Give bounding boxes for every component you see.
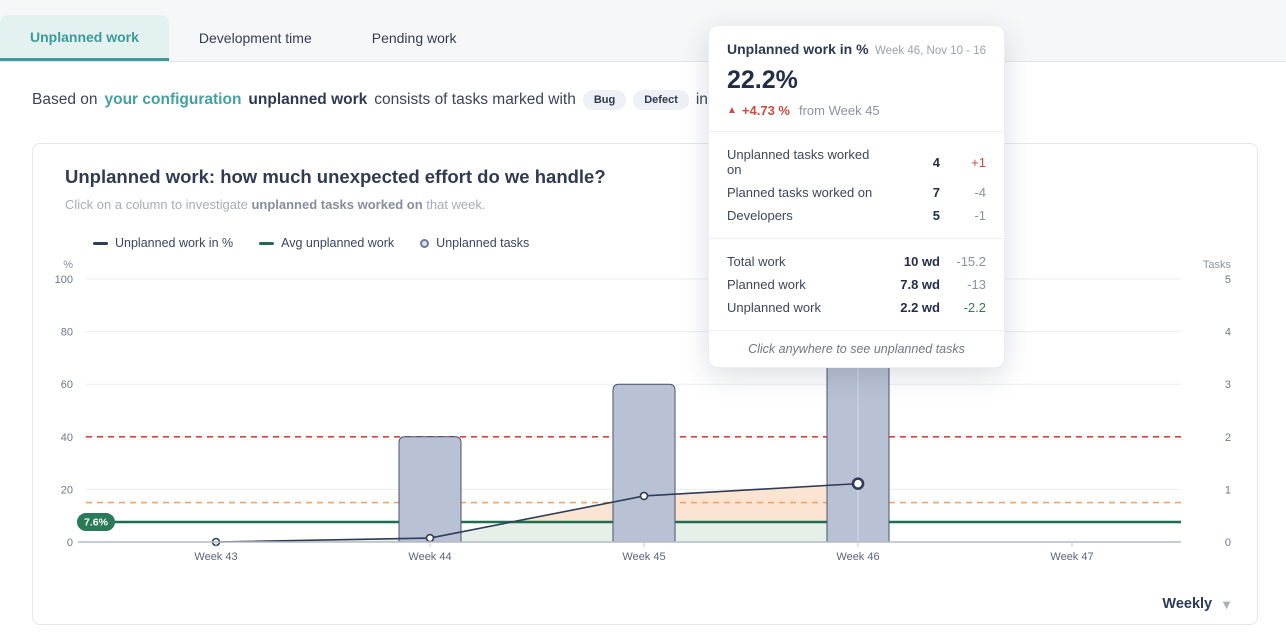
row-label: Total work	[727, 254, 786, 269]
avg-badge-label: 7.6%	[84, 517, 109, 529]
legend-unplanned-pct: Unplanned work in %	[93, 236, 233, 250]
row-diff: -4	[974, 185, 986, 200]
axis-tick-label: 80	[61, 327, 73, 339]
chart-legend: Unplanned work in % Avg unplanned work U…	[53, 236, 1237, 250]
row-value: 4	[932, 154, 940, 170]
row-diff: -15.2	[956, 254, 986, 269]
legend-label: Avg unplanned work	[281, 236, 395, 250]
tooltip-week-range: Week 46, Nov 10 - 16	[874, 45, 986, 57]
tooltip-header: Unplanned work in % Week 46, Nov 10 - 16…	[709, 26, 1004, 131]
subtitle-suffix: that week.	[422, 197, 486, 212]
row-label: Planned tasks worked on	[727, 185, 873, 200]
tab-label: Pending work	[371, 30, 457, 46]
subtitle-bold: unplanned tasks worked on	[251, 197, 423, 212]
card-subtitle: Click on a column to investigate unplann…	[53, 197, 1237, 212]
row-value: 7.8 wd	[900, 277, 940, 292]
row-label: Unplanned work	[727, 300, 821, 315]
legend-label: Unplanned tasks	[436, 236, 530, 250]
desc-prefix: Based on	[32, 91, 98, 108]
axis-tick-label: 5	[1225, 274, 1231, 286]
tab-label: Unplanned work	[30, 28, 139, 45]
tab-development-time[interactable]: Development time	[169, 15, 342, 61]
tooltip-row: Developers 5 -1	[727, 204, 986, 227]
axis-tick-label: 100	[55, 274, 73, 286]
legend-line-green-icon	[259, 241, 275, 245]
tooltip-delta: +4.73 %	[741, 103, 790, 118]
x-axis-label: Week 44	[408, 551, 451, 563]
legend-circle-icon	[420, 238, 430, 248]
chart-bar-week-45[interactable]	[612, 383, 676, 543]
legend-avg-unplanned: Avg unplanned work	[259, 236, 394, 250]
divider	[709, 131, 1004, 132]
x-axis-label: Week 43	[194, 551, 237, 563]
period-selector[interactable]: Weekly ▼	[1162, 596, 1233, 612]
line-marker-week-45[interactable]	[639, 491, 649, 501]
badge-defect: Defect	[633, 90, 689, 110]
row-value: 2.2 wd	[900, 300, 940, 315]
axis-tick-label: 60	[61, 379, 73, 391]
chart-bar-week-44[interactable]	[398, 436, 462, 543]
legend-unplanned-tasks: Unplanned tasks	[420, 236, 529, 250]
configuration-description: Based on your configuration unplanned wo…	[0, 62, 1286, 110]
tooltip-title: Unplanned work in %	[727, 41, 869, 57]
axis-tick-label: 0	[1225, 537, 1231, 549]
delta-up-icon: ▲	[727, 105, 737, 116]
tooltip-row: Unplanned work 2.2 wd -2.2	[727, 296, 986, 319]
row-diff: -13	[967, 277, 986, 292]
axis-tick-label: 2	[1225, 432, 1231, 444]
desc-conjunction: in	[695, 91, 708, 108]
unplanned-work-chart[interactable]: Week 43 Week 44 Week 45 Week 46 Week 47%0204…	[33, 256, 1259, 574]
legend-line-navy-icon	[93, 241, 108, 245]
tooltip-row: Planned work 7.8 wd -13	[727, 273, 986, 296]
tab-label: Development time	[198, 30, 312, 46]
x-axis-label: Week 46	[836, 551, 879, 563]
period-label: Weekly	[1162, 596, 1213, 612]
row-diff: -1	[974, 208, 986, 223]
tooltip-tasks-group: Unplanned tasks worked on 4 +1 Planned t…	[709, 132, 1004, 238]
row-label: Developers	[727, 208, 793, 223]
tooltip-work-group: Total work 10 wd -15.2 Planned work 7.8 …	[709, 239, 1004, 330]
tooltip-row: Unplanned tasks worked on 4 +1	[727, 143, 986, 181]
chart-tooltip: Unplanned work in % Week 46, Nov 10 - 16…	[708, 25, 1005, 368]
card-title: Unplanned work: how much unexpected effo…	[65, 166, 606, 187]
line-marker-week-46[interactable]	[851, 477, 865, 490]
axis-tick-label: 4	[1225, 327, 1231, 339]
unplanned-work-card: Unplanned work: how much unexpected effo…	[32, 143, 1258, 625]
tooltip-value: 22.2%	[727, 66, 798, 94]
axis-tick-label: 40	[61, 432, 73, 444]
badge-bug: Bug	[582, 90, 627, 110]
row-value: 10 wd	[903, 254, 940, 269]
x-axis-label: Week 45	[622, 551, 665, 563]
x-axis-label: Week 47	[1050, 551, 1093, 563]
row-value: 5	[932, 208, 940, 223]
row-label: Unplanned tasks worked on	[727, 147, 870, 177]
tooltip-row: Planned tasks worked on 7 -4	[727, 181, 986, 204]
row-diff: +1	[971, 154, 986, 170]
tab-unplanned-work[interactable]: Unplanned work	[0, 15, 169, 61]
axis-tick-label: 1	[1225, 484, 1231, 496]
axis-tick-label: %	[63, 259, 73, 271]
divider	[709, 238, 1004, 239]
desc-bold: unplanned work	[248, 91, 368, 108]
tab-bar: Unplanned work Development time Pending …	[0, 0, 1286, 62]
configuration-link[interactable]: your configuration	[104, 91, 242, 108]
row-diff: -2.2	[963, 300, 986, 315]
axis-tick-label: Tasks	[1203, 259, 1232, 271]
axis-tick-label: 3	[1225, 379, 1231, 391]
tooltip-footer-hint: Click anywhere to see unplanned tasks	[709, 330, 1004, 367]
row-value: 7	[932, 185, 940, 200]
line-marker-week-44[interactable]	[425, 533, 435, 543]
avg-badge	[77, 513, 115, 532]
axis-tick-label: 0	[67, 537, 73, 549]
tab-pending-work[interactable]: Pending work	[342, 15, 487, 61]
legend-label: Unplanned work in %	[115, 236, 234, 250]
subtitle-prefix: Click on a column to investigate	[65, 197, 252, 212]
chevron-down-icon: ▼	[1220, 596, 1233, 612]
axis-tick-label: 20	[61, 484, 73, 496]
desc-middle: consists of tasks marked with	[374, 91, 576, 108]
tooltip-delta-from: from Week 45	[798, 103, 880, 118]
row-label: Planned work	[727, 277, 806, 292]
tooltip-row: Total work 10 wd -15.2	[727, 250, 986, 273]
